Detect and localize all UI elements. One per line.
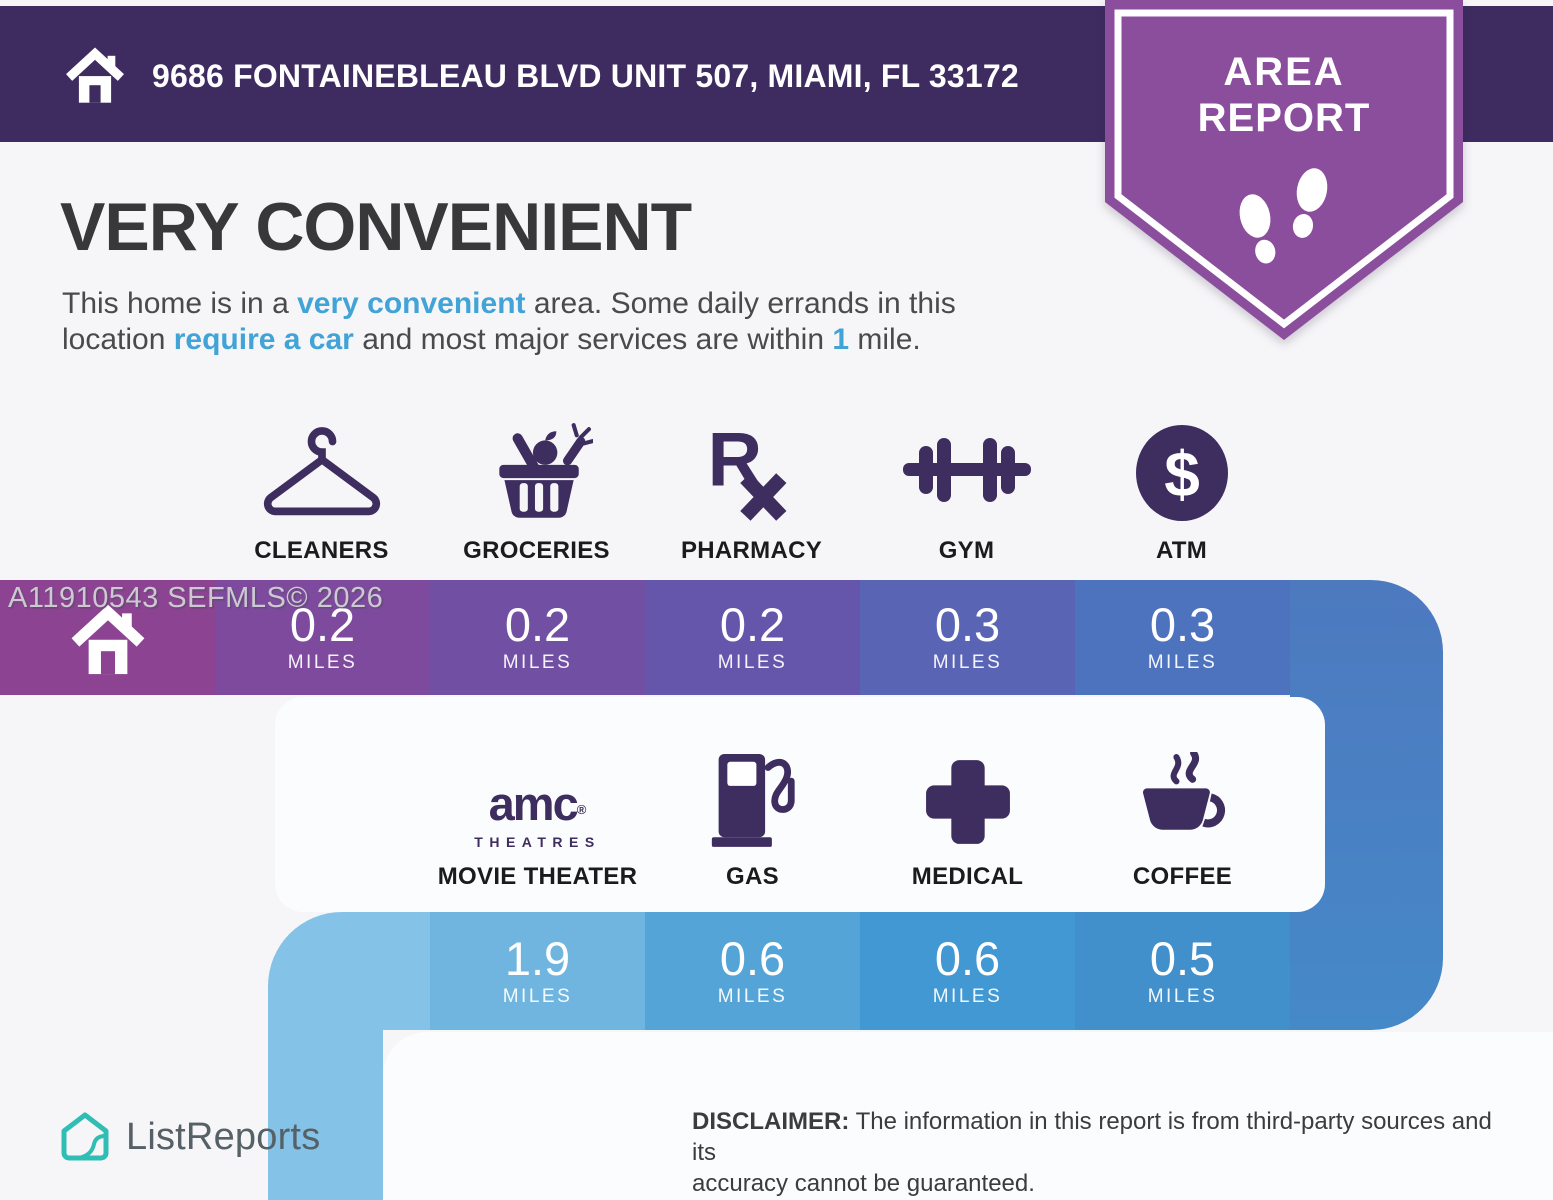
badge-title-line1: AREA (1223, 50, 1345, 94)
home-icon (71, 604, 144, 674)
amenity-label: ATM (1155, 537, 1208, 564)
footer-card (383, 1032, 1553, 1200)
amenity-gas: GAS (645, 742, 860, 891)
home-segment (0, 580, 215, 695)
summary-line1: This home is in a very convenient area. … (62, 287, 956, 320)
amenity-groceries: GROCERIES (429, 416, 644, 565)
distance-value: 0.2 (719, 598, 786, 651)
distance-segment-coffee: 0.5 MILES (1075, 912, 1290, 1030)
amenity-label: PHARMACY (680, 537, 823, 564)
dollar-circle-icon: $ (1135, 425, 1228, 521)
page-title: VERY CONVENIENT (60, 189, 692, 265)
amenity-label: MOVIE THEATER (437, 863, 638, 890)
amc-theatres-logo: amc® THEATRES (474, 777, 601, 850)
hanger-icon (263, 427, 380, 516)
distance-segment-pharmacy: 0.2 MILES (645, 580, 860, 695)
grocery-basket-icon (498, 423, 593, 518)
route-pipe-left-down (268, 1030, 383, 1200)
medical-cross-icon (925, 760, 1010, 844)
amenity-cleaners: CLEANERS (214, 416, 429, 565)
amenity-medical: MEDICAL (860, 742, 1075, 891)
distance-value: 0.3 (1149, 598, 1216, 651)
rx-icon: R (707, 419, 786, 521)
property-address: 9686 FONTAINEBLEAU BLVD UNIT 507, MIAMI,… (152, 58, 1019, 94)
distance-unit: MILES (717, 652, 788, 673)
distance-unit: MILES (1147, 985, 1218, 1007)
amenity-movie-theater: amc® THEATRES MOVIE THEATER (430, 742, 645, 891)
distance-unit: MILES (502, 652, 573, 673)
mls-watermark: A11910543 SEFMLS© 2026 (8, 582, 384, 614)
distance-segment-groceries: 0.2 MILES (430, 580, 645, 695)
distance-segment-movie-theater: 1.9 MILES (430, 912, 645, 1030)
disclaimer-line2: accuracy cannot be guaranteed. (692, 1170, 1035, 1197)
summary-line2: location require a car and most major se… (62, 323, 921, 356)
brand-name: ListReports (126, 1115, 321, 1158)
distance-segment-atm: 0.3 MILES (1075, 580, 1290, 695)
distance-value: 0.3 (934, 598, 1001, 651)
route-pipe-left-turn (268, 912, 430, 1030)
distance-value: 0.6 (719, 931, 786, 985)
area-report-badge: AREA REPORT (1105, 0, 1463, 348)
coffee-cup-icon (1142, 752, 1225, 830)
gas-pump-icon (711, 753, 795, 847)
disclaimer-line1: DISCLAIMER: The information in this repo… (692, 1108, 1492, 1166)
distance-bar-1: 0.2 MILES 0.2 MILES 0.2 MILES 0.3 MILES … (0, 580, 1290, 695)
badge-pennant-shape (1105, 0, 1463, 340)
summary-text: This home is in a very convenient area. … (62, 286, 956, 358)
highlight-one-mile: 1 (832, 323, 850, 356)
amenity-atm: $ ATM (1074, 416, 1289, 565)
distance-value: 0.6 (934, 931, 1001, 985)
amenity-gym: GYM (859, 416, 1074, 565)
distance-segment-cleaners: 0.2 MILES (215, 580, 430, 695)
distance-value: 1.9 (504, 931, 571, 985)
distance-unit: MILES (1147, 652, 1218, 673)
home-icon (66, 47, 124, 103)
amenity-label: CLEANERS (254, 537, 389, 564)
distance-segment-medical: 0.6 MILES (860, 912, 1075, 1030)
amenity-label: MEDICAL (911, 863, 1024, 890)
highlight-require-a-car: require a car (173, 323, 354, 356)
listreports-brand: ListReports (58, 1110, 320, 1164)
distance-value: 0.2 (289, 598, 356, 651)
distance-bar-2: 1.9 MILES 0.6 MILES 0.6 MILES 0.5 MILES (430, 912, 1290, 1030)
amenity-label: GYM (938, 537, 995, 564)
distance-value: 0.2 (504, 598, 571, 651)
distance-segment-gym: 0.3 MILES (860, 580, 1075, 695)
distance-unit: MILES (932, 652, 1003, 673)
amenity-row-1: CLEANERS GROCERIES R PHARMACY (214, 416, 1289, 565)
amenity-row-2: amc® THEATRES MOVIE THEATER GAS MEDICAL (430, 742, 1290, 891)
listreports-logo-icon (61, 1112, 109, 1161)
amenity-label: COFFEE (1132, 863, 1233, 890)
distance-unit: MILES (717, 985, 788, 1007)
distance-unit: MILES (932, 985, 1003, 1007)
svg-text:$: $ (1164, 438, 1200, 510)
footprints-icon (1239, 168, 1328, 264)
dumbbell-icon (902, 438, 1031, 502)
amenity-pharmacy: R PHARMACY (644, 416, 859, 565)
amenity-label: GROCERIES (463, 537, 610, 564)
disclaimer: DISCLAIMER: The information in this repo… (692, 1106, 1522, 1199)
amenity-coffee: COFFEE (1075, 742, 1290, 891)
highlight-very-convenient: very convenient (297, 287, 526, 320)
amenity-label: GAS (726, 863, 779, 890)
distance-unit: MILES (287, 652, 358, 673)
distance-value: 0.5 (1149, 931, 1216, 985)
distance-segment-gas: 0.6 MILES (645, 912, 860, 1030)
distance-unit: MILES (502, 985, 573, 1007)
badge-title-line2: REPORT (1197, 96, 1371, 140)
